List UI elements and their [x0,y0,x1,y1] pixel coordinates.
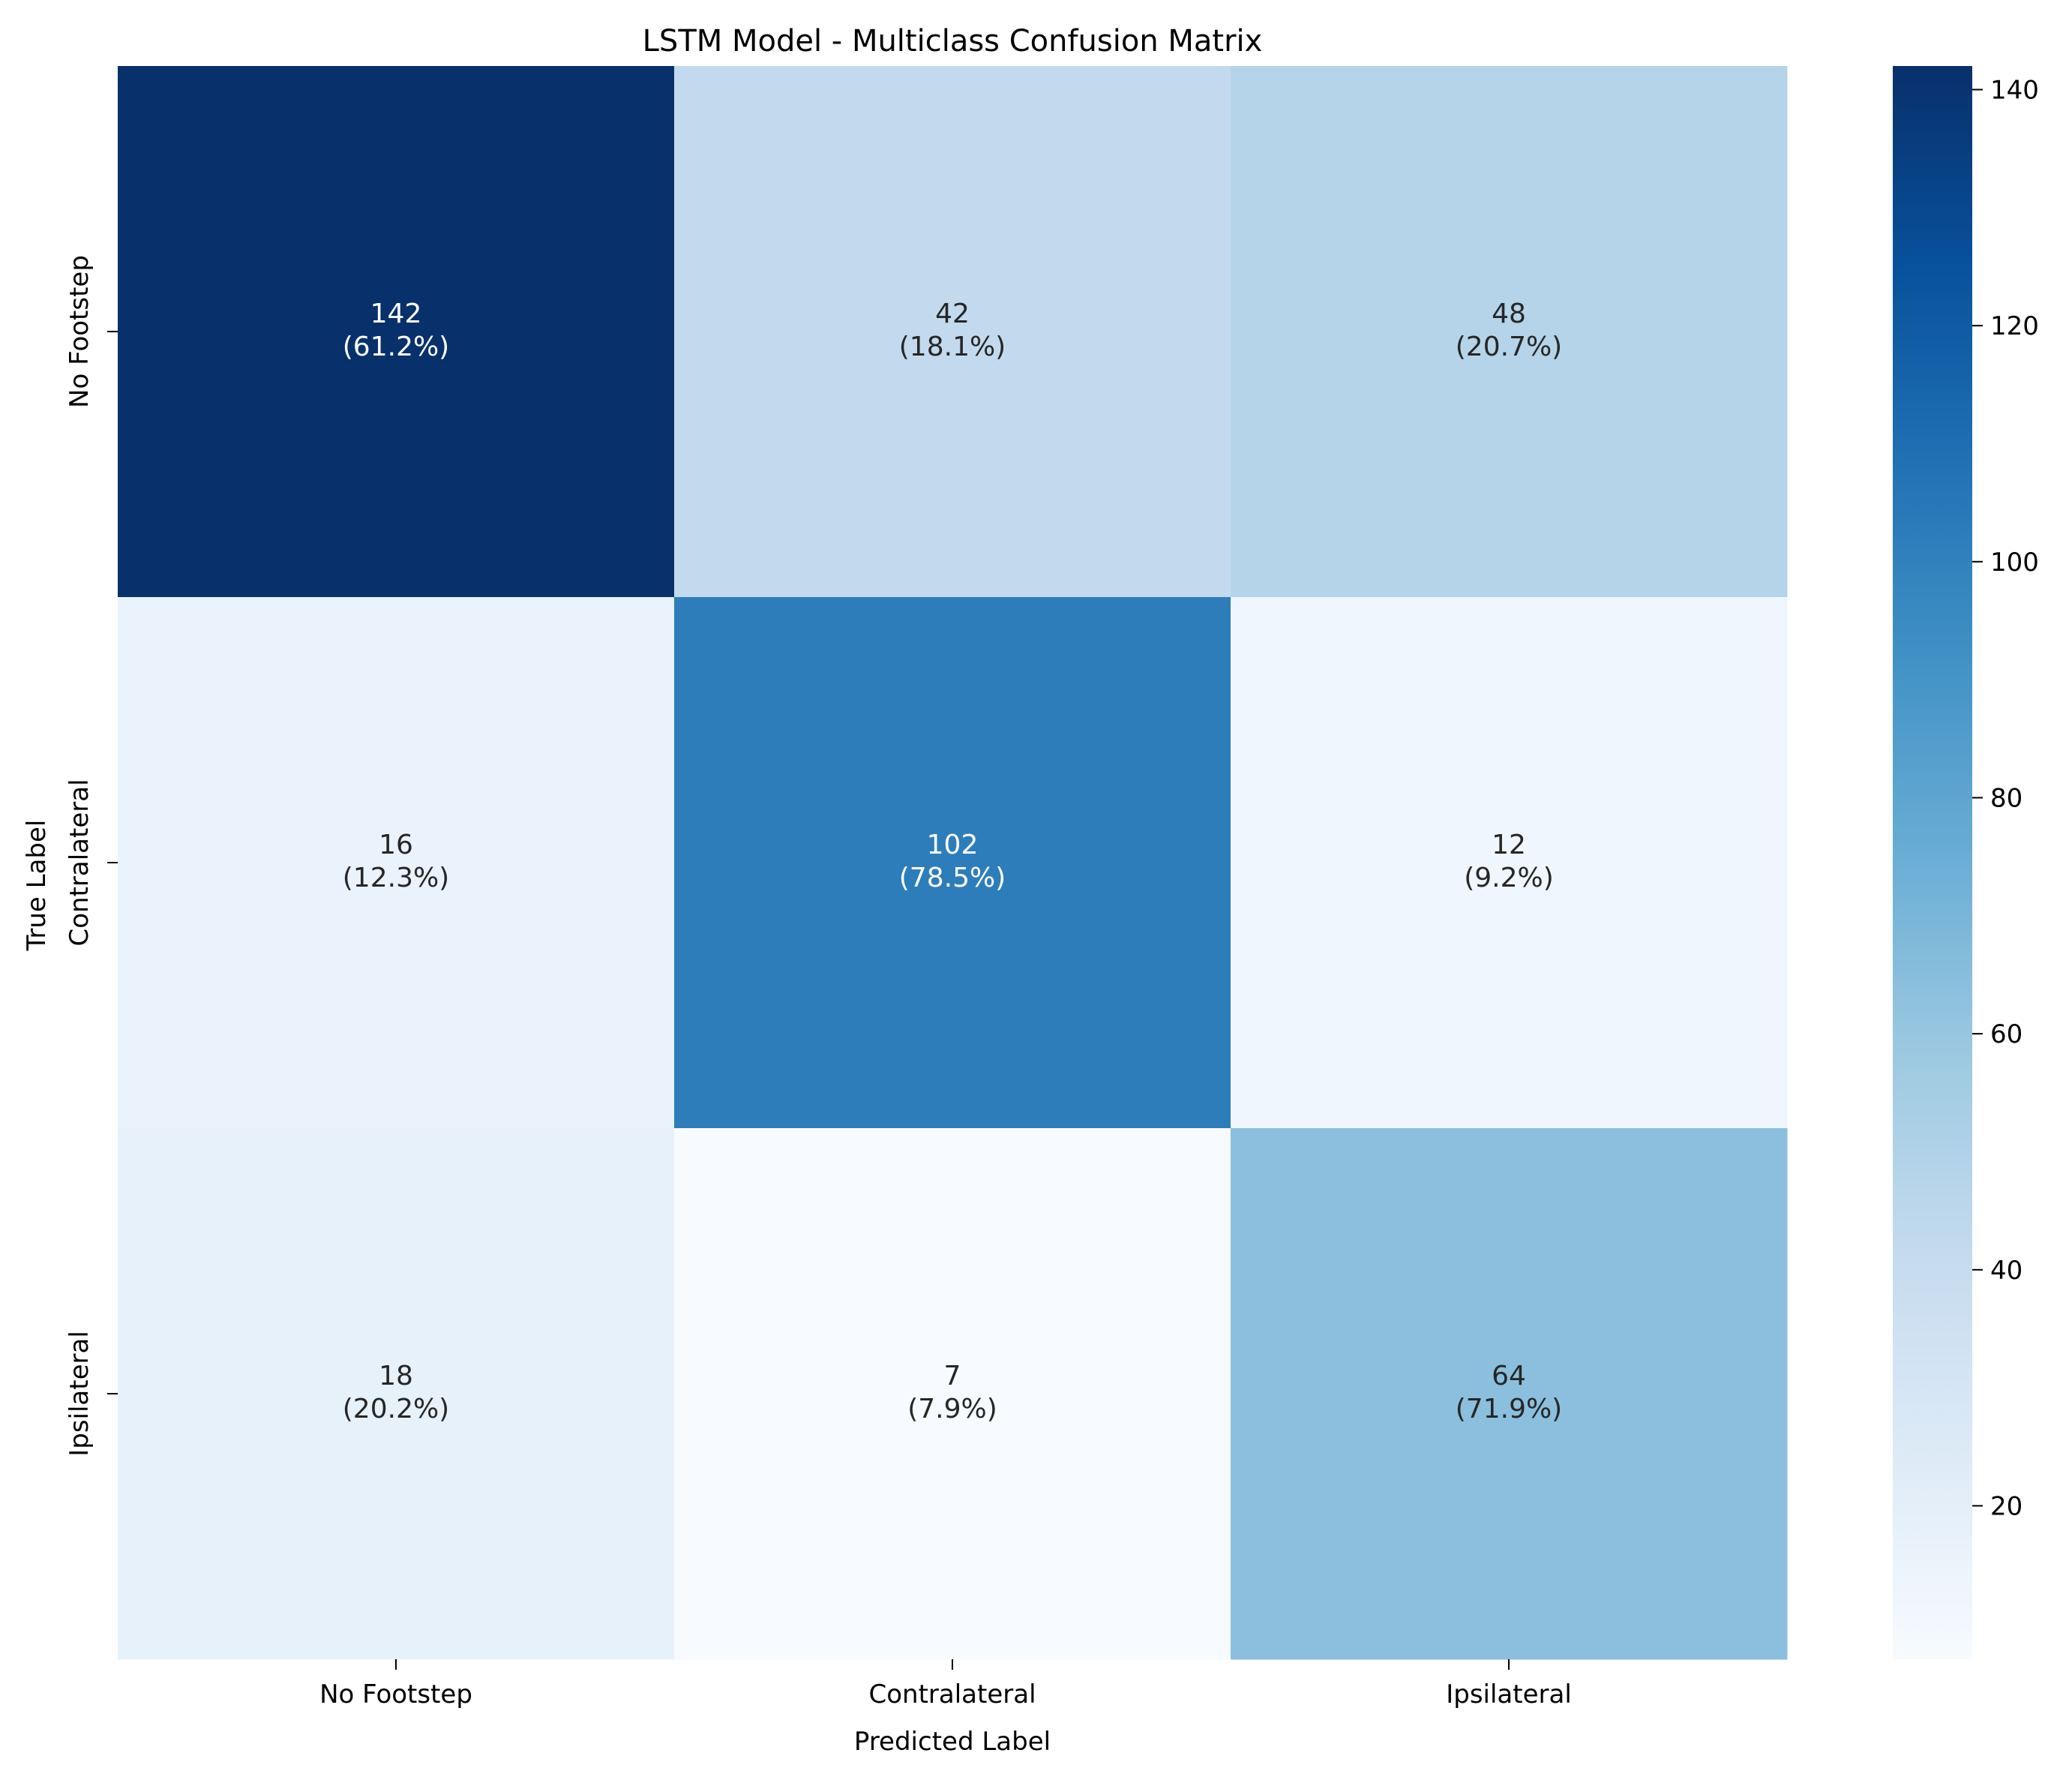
cell-count-r2-c1: 7 [944,1361,961,1391]
heatmap-cell-r0-c1 [674,66,1231,598]
cell-count-r2-c0: 18 [379,1361,413,1391]
cell-percent-r2-c1: (7.9%) [907,1394,997,1424]
colorbar-tick-label-2: 60 [1990,1019,2023,1049]
cell-percent-r0-c2: (20.7%) [1456,332,1562,362]
heatmap-cell-r1-c1 [674,597,1231,1129]
heatmap-cell-r2-c2 [1231,1128,1788,1660]
x-tick-label-1: Contralateral [868,1679,1036,1709]
x-tick-label-2: Ipsilateral [1446,1679,1572,1709]
heatmap-cell-labels: 142(61.2%) 42(18.1%) 48(20.7%) 16(12.3%) 102… [343,299,1562,1424]
heatmap-cells [118,66,1788,1660]
colorbar-tick-label-5: 120 [1990,311,2039,341]
cell-count-r1-c0: 16 [379,830,413,860]
colorbar-tick-label-4: 100 [1990,548,2039,578]
colorbar-gradient [1893,66,1972,1659]
cell-count-r0-c0: 142 [370,299,422,329]
cell-count-r2-c2: 64 [1492,1361,1526,1391]
heatmap-cell-r1-c0 [118,597,675,1129]
heatmap-cell-r1-c2 [1231,597,1788,1129]
cell-count-r1-c1: 102 [927,830,979,860]
x-tick-label-0: No Footstep [319,1679,472,1709]
cell-count-r0-c1: 42 [935,299,970,329]
cell-percent-r0-c1: (18.1%) [899,332,1006,362]
cell-percent-r2-c0: (20.2%) [343,1394,449,1424]
cell-count-r1-c2: 12 [1492,830,1526,860]
x-axis-label: Predicted Label [854,1727,1051,1757]
cell-percent-r1-c1: (78.5%) [899,863,1006,893]
colorbar: 20 40 60 80 100 120 140 [1893,66,2039,1659]
y-axis-label: True Label [22,820,52,952]
heatmap-cell-r0-c0 [118,66,675,598]
y-tick-label-0: No Footstep [64,255,94,408]
x-axis: No Footstep Contralateral Ipsilateral [319,1659,1572,1709]
cell-percent-r2-c2: (71.9%) [1456,1394,1562,1424]
cell-percent-r1-c2: (9.2%) [1464,863,1554,893]
colorbar-tick-label-6: 140 [1990,75,2039,105]
colorbar-tick-label-1: 40 [1990,1256,2023,1286]
cell-count-r0-c2: 48 [1492,299,1526,329]
heatmap-cell-r2-c1 [674,1128,1231,1660]
cell-percent-r0-c0: (61.2%) [343,332,449,362]
y-tick-label-1: Contralateral [64,779,94,946]
heatmap-cell-r2-c0 [118,1128,675,1660]
y-axis: No Footstep Contralateral Ipsilateral [64,255,118,1457]
chart-title: LSTM Model - Multiclass Confusion Matrix [643,24,1263,59]
cell-percent-r1-c0: (12.3%) [343,863,449,893]
colorbar-tick-label-3: 80 [1990,783,2023,813]
colorbar-tick-label-0: 20 [1990,1491,2023,1521]
y-tick-label-2: Ipsilateral [64,1331,94,1457]
heatmap-cell-r0-c2 [1231,66,1788,598]
